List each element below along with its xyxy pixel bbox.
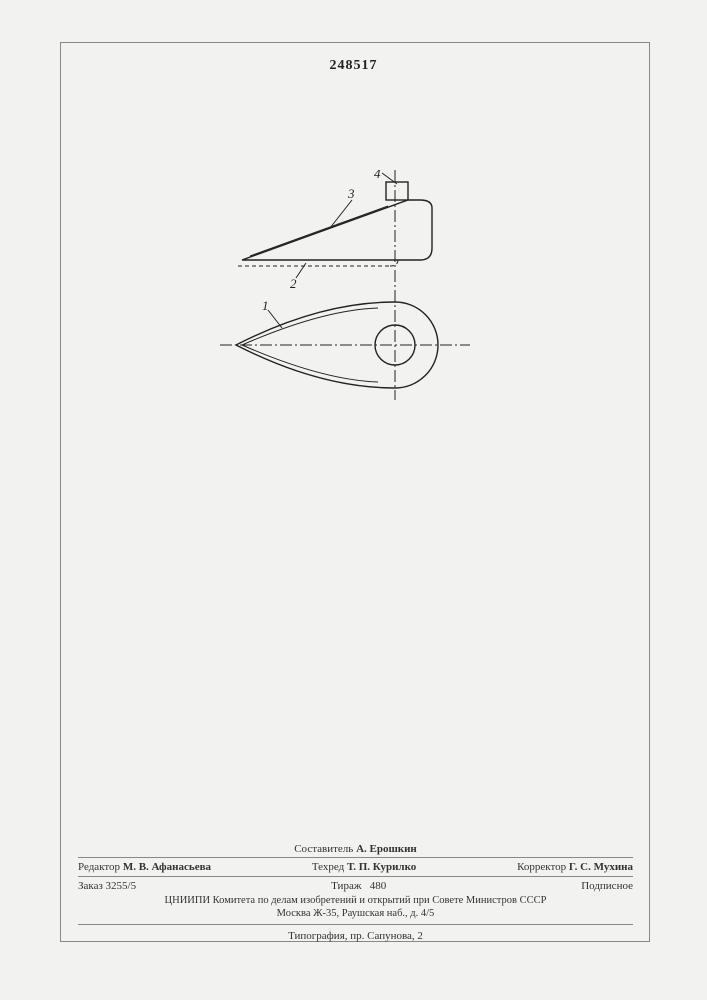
compiler-name: А. Ерошкин (356, 843, 417, 855)
organization-line-2: Москва Ж-35, Раушская наб., д. 4/5 (78, 907, 633, 920)
organization-line-1: ЦНИИПИ Комитета по делам изобретений и о… (78, 894, 633, 907)
tech-block: Техред Т. П. Курилко (312, 861, 416, 873)
corrector-name: Г. С. Мухина (569, 861, 633, 873)
organization-block: ЦНИИПИ Комитета по делам изобретений и о… (78, 894, 633, 920)
editor-block: Редактор М. В. Афанасьева (78, 861, 211, 873)
circulation-label: Тираж (331, 880, 361, 892)
compiler-line: Составитель А. Ерошкин (78, 843, 633, 855)
editor-name: М. В. Афанасьева (123, 861, 211, 873)
figure-label-3: 3 (347, 186, 355, 201)
compiler-label: Составитель (294, 843, 353, 855)
credits-row: Редактор М. В. Афанасьева Техред Т. П. К… (78, 861, 633, 873)
circulation: Тираж 480 (331, 880, 386, 892)
figure-label-4: 4 (374, 170, 381, 181)
figure-label-2: 2 (290, 276, 297, 291)
footer-rule-3 (78, 924, 633, 925)
subscription: Подписное (581, 880, 633, 892)
patent-figure: 1 2 3 4 (190, 170, 490, 420)
tech-name: Т. П. Курилко (347, 861, 416, 873)
order-number: Заказ 3255/5 (78, 880, 136, 892)
footer-rule-1 (78, 857, 633, 858)
tech-label: Техред (312, 861, 344, 873)
corrector-label: Корректор (517, 861, 566, 873)
document-number: 248517 (0, 58, 707, 74)
editor-label: Редактор (78, 861, 120, 873)
circulation-value: 480 (370, 880, 387, 892)
corrector-block: Корректор Г. С. Мухина (517, 861, 633, 873)
typography-line: Типография, пр. Сапунова, 2 (78, 930, 633, 942)
order-row: Заказ 3255/5 Тираж 480 Подписное (78, 880, 633, 892)
footer-rule-2 (78, 876, 633, 877)
figure-label-1: 1 (262, 298, 269, 313)
